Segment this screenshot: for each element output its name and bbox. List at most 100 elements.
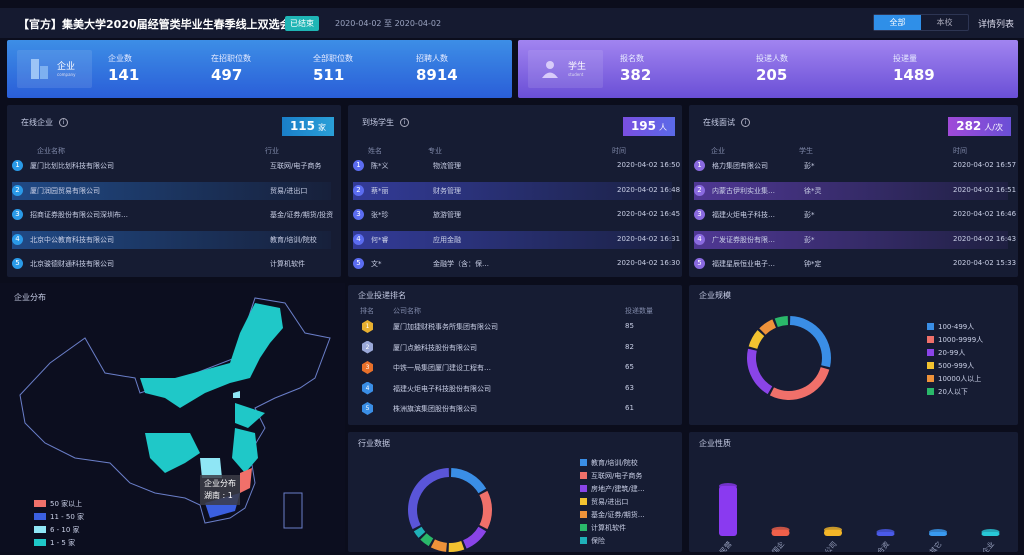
legend-item[interactable]: 500-999人	[927, 359, 983, 372]
rank-number: 5	[694, 258, 705, 269]
legend-swatch	[34, 500, 46, 507]
legend-item[interactable]: 保险	[580, 534, 645, 547]
bar[interactable]	[719, 486, 737, 536]
legend-item[interactable]: 20-99人	[927, 346, 983, 359]
table-row[interactable]: 2 厦门润园贸易有限公司 贸易/进出口	[12, 181, 331, 200]
table-row[interactable]: 5 文* 金融学（含：保… 2020-04-02 16:30	[353, 255, 680, 273]
legend-item[interactable]: 1 - 5 家	[34, 536, 84, 549]
cell: 2020-04-02 16:45	[617, 210, 681, 218]
donut-slice[interactable]	[430, 539, 447, 552]
donut-slice[interactable]	[420, 533, 434, 547]
stat-value: 497	[211, 66, 243, 84]
legend-item[interactable]: 基金/证券/期货…	[580, 508, 645, 521]
cell: 2020-04-02 16:50	[617, 161, 681, 169]
donut-slice[interactable]	[448, 541, 465, 552]
legend-label: 11 - 50 家	[50, 512, 85, 521]
student-card-subtitle: student	[568, 72, 584, 77]
rank-number: 4	[353, 233, 364, 245]
legend-item[interactable]: 计算机软件	[580, 521, 645, 534]
ranking-row[interactable]: 4 福建火炬电子科技股份有限公司 63	[358, 380, 672, 398]
donut-slice[interactable]	[479, 490, 492, 530]
table-row[interactable]: 2 蔡*丽 财务管理 2020-04-02 16:48	[353, 181, 680, 200]
table-row[interactable]: 2 内蒙古伊利实业集… 徐*灵 2020-04-02 16:51	[694, 181, 1016, 200]
legend-item[interactable]: 教育/培训/院校	[580, 456, 645, 469]
ranking-row[interactable]: 2 厦门点触科技股份有限公司 82	[358, 339, 672, 357]
legend-item[interactable]: 10000人以上	[927, 372, 983, 385]
bar-label: 民营	[718, 540, 734, 552]
cell: 文*	[371, 260, 382, 268]
donut-slice[interactable]	[408, 468, 450, 530]
toggle-all[interactable]: 全部	[874, 15, 921, 30]
col-count: 投递数量	[625, 307, 653, 315]
toggle-school[interactable]: 本校	[936, 18, 953, 27]
legend-item[interactable]: 1000-9999人	[927, 333, 983, 346]
scope-toggle: 全部 本校	[873, 14, 969, 31]
table-row[interactable]: 5 福建星辰恒业电子… 钟*定 2020-04-02 15:33	[694, 255, 1016, 273]
region-fujian	[240, 468, 252, 493]
donut-slice[interactable]	[450, 468, 487, 494]
stat-value: 1489	[893, 66, 935, 84]
tooltip-value: 湖南 : 1	[204, 491, 233, 500]
stat-value: 8914	[416, 66, 458, 84]
stat-value: 382	[620, 66, 652, 84]
info-icon[interactable]: i	[59, 118, 68, 127]
donut-slice[interactable]	[774, 316, 789, 327]
donut-slice[interactable]	[769, 367, 830, 400]
donut-slice[interactable]	[463, 526, 487, 549]
ranking-row[interactable]: 1 厦门加捷财税事务所集团有限公司 85	[358, 318, 672, 336]
detail-list-link[interactable]: 详情列表	[978, 20, 1015, 30]
industry-donut[interactable]	[405, 465, 495, 555]
legend-swatch	[927, 336, 934, 343]
legend-item[interactable]: 50 家以上	[34, 497, 84, 510]
table-row[interactable]: 4 北京中公教育科技有限公司 教育/培训/院校	[12, 230, 331, 249]
ranking-row[interactable]: 5 株洲旗滨集团股份有限公司 61	[358, 400, 672, 418]
legend-label: 贸易/进出口	[591, 497, 629, 506]
legend-label: 保险	[591, 536, 605, 545]
legend-item[interactable]: 100-499人	[927, 320, 983, 333]
stat-registrations: 报名数 382	[620, 53, 651, 84]
company-size-donut[interactable]	[744, 313, 834, 403]
bar-label: 外资企业	[971, 540, 996, 552]
table-row[interactable]: 1 陈*义 物流管理 2020-04-02 16:50	[353, 157, 680, 175]
table-row[interactable]: 3 张*珍 旅游管理 2020-04-02 16:45	[353, 206, 680, 224]
table-row[interactable]: 4 何*睿 应用金融 2020-04-02 16:31	[353, 230, 680, 249]
bar-cap	[771, 526, 790, 533]
legend-item[interactable]: 6 - 10 家	[34, 523, 84, 536]
rank-number: 3	[12, 209, 23, 220]
legend-item[interactable]: 11 - 50 家	[34, 510, 84, 523]
info-icon[interactable]: i	[400, 118, 409, 127]
rank-medal-icon: 2	[362, 340, 373, 354]
arrived-students-panel: 到场学生 i 195 人姓名 专业 时间 1 陈*义 物流管理 2020-04-02 16:50 2…	[348, 105, 682, 277]
table-row[interactable]: 3 福建火炬电子科技… 彭* 2020-04-02 16:46	[694, 206, 1016, 224]
bar-cap	[981, 529, 1000, 535]
user-icon	[542, 61, 558, 78]
donut-slice[interactable]	[789, 316, 831, 368]
cell: 北京骏德财通科技有限公司	[30, 260, 114, 268]
china-map[interactable]	[0, 283, 345, 552]
stat-open-positions: 在招职位数 497	[211, 53, 251, 84]
table-row[interactable]: 5 北京骏德财通科技有限公司 计算机软件	[12, 255, 331, 273]
ranking-row[interactable]: 3 中铁一局集团厦门建设工程有… 65	[358, 359, 672, 377]
legend-swatch	[34, 526, 46, 533]
table-row[interactable]: 1 厦门比划比划科技有限公司 互联网/电子商务	[12, 157, 331, 175]
bar-label: 国企	[770, 540, 786, 552]
panel-title-text: 在线企业	[21, 118, 53, 127]
table-row[interactable]: 1 格力集团有限公司 彭* 2020-04-02 16:57	[694, 157, 1016, 175]
legend-item[interactable]: 互联网/电子商务	[580, 469, 645, 482]
donut-slice[interactable]	[759, 319, 776, 335]
company-card-subtitle: company	[57, 72, 76, 77]
rank-medal-icon: 3	[362, 361, 373, 374]
cell: 互联网/电子商务	[270, 162, 322, 170]
cell: 财务管理	[433, 186, 461, 195]
legend-item[interactable]: 20人以下	[927, 385, 983, 398]
info-icon[interactable]: i	[741, 118, 750, 127]
table-row[interactable]: 4 广发证券股份有限… 彭* 2020-04-02 16:43	[694, 230, 1016, 249]
donut-slice[interactable]	[413, 526, 426, 538]
donut-slice[interactable]	[748, 330, 765, 349]
legend-item[interactable]: 贸易/进出口	[580, 495, 645, 508]
region-sichuan	[145, 433, 200, 473]
page-title: 【官方】集美大学2020届经管类毕业生春季线上双选会	[18, 18, 291, 31]
legend-item[interactable]: 房地产/建筑/建…	[580, 482, 645, 495]
table-row[interactable]: 3 招商证券股份有限公司深圳布… 基金/证券/期货/投资	[12, 206, 333, 224]
donut-slice[interactable]	[747, 348, 773, 395]
